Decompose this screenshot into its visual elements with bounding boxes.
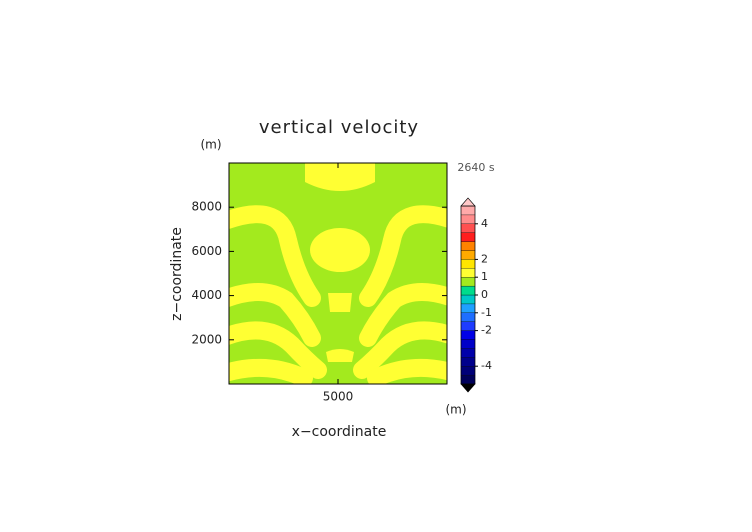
colorbar-band bbox=[460, 241, 476, 251]
time-label: 2640 s bbox=[457, 161, 494, 174]
y-tick-label: 2000 bbox=[191, 332, 222, 346]
colorbar-band bbox=[460, 294, 476, 305]
colorbar-band bbox=[460, 205, 476, 216]
colorbar-tick-label: 2 bbox=[481, 252, 488, 265]
colorbar-band bbox=[460, 374, 476, 385]
colorbar-band bbox=[460, 339, 476, 349]
colorbar-tick-label: 0 bbox=[481, 288, 488, 301]
colorbar-tick-label: -1 bbox=[481, 306, 492, 319]
colorbar-band bbox=[460, 268, 476, 278]
colorbar-band bbox=[460, 277, 476, 287]
x-unit: (m) bbox=[445, 403, 466, 417]
colorbar-band bbox=[460, 321, 476, 331]
colorbar-band bbox=[460, 357, 476, 367]
y-tick-label: 6000 bbox=[191, 244, 222, 258]
colorbar-band bbox=[460, 250, 476, 260]
y-tick-label: 4000 bbox=[191, 288, 222, 302]
colorbar-band bbox=[460, 259, 476, 269]
colorbar-upper-arrow bbox=[460, 197, 476, 207]
colorbar-band bbox=[460, 366, 476, 376]
chart-title: vertical velocity bbox=[259, 117, 419, 138]
colorbar-band bbox=[460, 232, 476, 242]
y-axis-label: z−coordinate bbox=[169, 227, 185, 321]
colorbar-tick-label: -2 bbox=[481, 324, 492, 337]
contour-field bbox=[229, 163, 447, 384]
colorbar-band bbox=[460, 223, 476, 233]
colorbar-tick-label: 1 bbox=[481, 270, 488, 283]
y-unit: (m) bbox=[200, 138, 221, 152]
colorbar-band bbox=[460, 330, 476, 340]
colorbar-band bbox=[460, 214, 476, 224]
positive-region bbox=[229, 163, 447, 384]
colorbar-band bbox=[460, 348, 476, 358]
colorbar-band bbox=[460, 303, 476, 313]
colorbar-lower-arrow bbox=[460, 383, 476, 393]
x-axis-label: x−coordinate bbox=[292, 424, 387, 440]
colorbar-band bbox=[460, 312, 476, 322]
x-tick-label: 5000 bbox=[323, 390, 354, 404]
colorbar-tick-label: -4 bbox=[481, 359, 492, 372]
y-tick-label: 8000 bbox=[191, 200, 222, 214]
field-background bbox=[229, 163, 447, 384]
colorbar-tick-label: 4 bbox=[481, 217, 488, 230]
colorbar-band bbox=[460, 285, 476, 296]
